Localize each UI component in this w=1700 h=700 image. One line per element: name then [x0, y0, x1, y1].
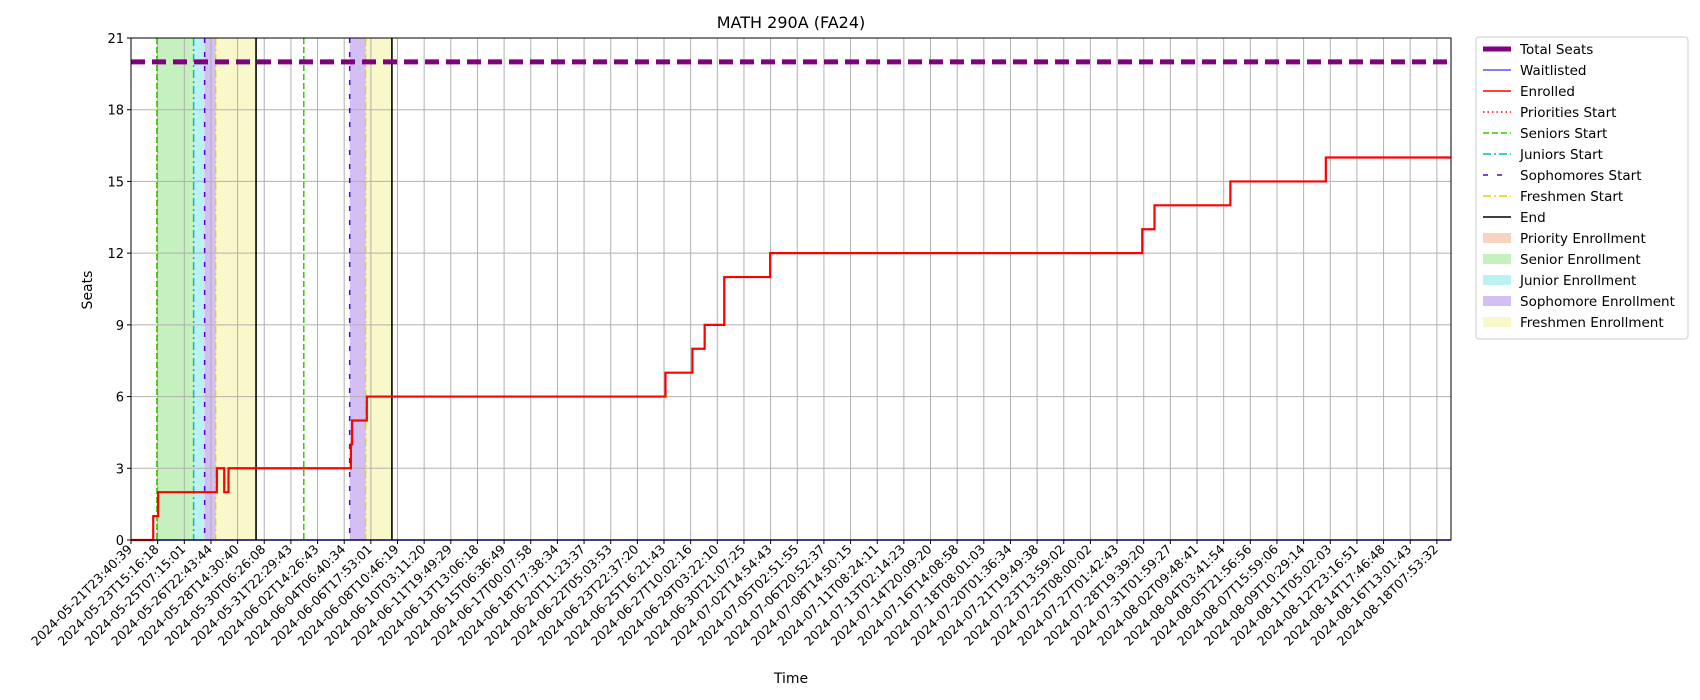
x-axis-label: Time: [773, 671, 808, 687]
phase-markers: [156, 38, 393, 540]
grid: [130, 37, 1451, 541]
legend-label-juniors-start: Juniors Start: [1519, 147, 1603, 163]
legend-frame: [1475, 36, 1689, 340]
chart-title: MATH 290A (FA24): [717, 13, 866, 32]
y-tick-label: 21: [107, 32, 124, 47]
legend-swatch-junior-enrollment: [1483, 275, 1511, 285]
legend-label-end: End: [1520, 210, 1546, 226]
x-axis-ticks: 2024-05-21T23:40:392024-05-23T15:16:1820…: [28, 540, 1441, 649]
span-sophomore-enrollment: [204, 38, 216, 540]
y-tick-label: 15: [107, 175, 124, 190]
y-axis-ticks: 0 3 6 9 12 15 18 21: [107, 32, 131, 549]
chart-legend: Total Seats Waitlisted Enrolled Priorities …: [1475, 36, 1689, 340]
span-freshmen-enrollment: [365, 38, 392, 540]
series-enrolled: [131, 156, 1451, 542]
span-sophomore-enrollment: [349, 38, 366, 540]
y-tick-label: 0: [116, 534, 124, 549]
legend-swatch-priority-enrollment: [1483, 233, 1511, 243]
legend-label-sophomores-start: Sophomores Start: [1520, 168, 1642, 184]
y-tick-label: 3: [116, 462, 124, 477]
legend-swatch-freshmen-enrollment: [1483, 317, 1511, 327]
legend-label-enrolled: Enrolled: [1520, 84, 1575, 100]
legend-label-priorities-start: Priorities Start: [1520, 105, 1616, 121]
legend-label-waitlisted: Waitlisted: [1520, 63, 1587, 79]
legend-label-seniors-start: Seniors Start: [1520, 126, 1607, 142]
enrollment-spans: [156, 38, 392, 540]
y-tick-label: 9: [116, 319, 124, 334]
legend-swatch-senior-enrollment: [1483, 254, 1511, 264]
y-tick-label: 12: [107, 247, 124, 262]
span-freshmen-enrollment: [215, 38, 257, 540]
span-junior-enrollment: [193, 38, 205, 540]
span-senior-enrollment: [156, 38, 194, 540]
legend-swatch-sophomore-enrollment: [1483, 296, 1511, 306]
legend-label-priority-enrollment: Priority Enrollment: [1520, 231, 1646, 247]
legend-label-freshmen-start: Freshmen Start: [1520, 189, 1623, 205]
legend-label-total-seats: Total Seats: [1519, 42, 1593, 58]
legend-label-senior-enrollment: Senior Enrollment: [1520, 252, 1641, 268]
legend-label-junior-enrollment: Junior Enrollment: [1519, 273, 1636, 289]
plot-frame: [130, 37, 1452, 541]
legend-label-freshmen-enrollment: Freshmen Enrollment: [1520, 315, 1664, 331]
y-axis-label: Seats: [80, 271, 96, 310]
y-tick-label: 6: [116, 391, 124, 406]
legend-label-sophomore-enrollment: Sophomore Enrollment: [1520, 294, 1675, 310]
y-tick-label: 18: [107, 104, 124, 119]
